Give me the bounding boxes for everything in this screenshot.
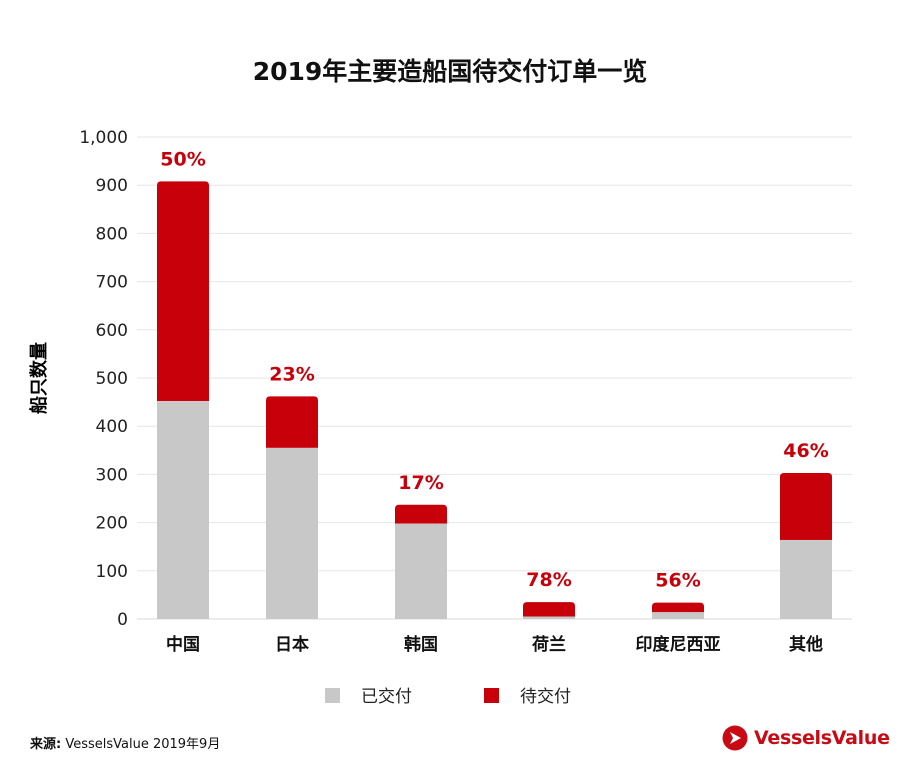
data-label-percent: 46% [783, 440, 828, 462]
chart-title: 2019年主要造船国待交付订单一览 [252, 57, 648, 86]
y-tick-label: 200 [96, 514, 128, 534]
x-tick-label: 荷兰 [532, 634, 566, 655]
x-tick-label: 韩国 [404, 634, 438, 655]
source-text: VesselsValue 2019年9月 [61, 737, 221, 752]
bar-segment-delivered [157, 401, 209, 619]
y-tick-label: 1,000 [79, 128, 128, 148]
y-axis-label: 船只数量 [28, 342, 50, 414]
x-axis-ticks: 中国 日本 韩国 荷兰 印度尼西亚 其他 [166, 634, 823, 655]
y-tick-label: 600 [96, 321, 128, 341]
legend-label: 待交付 [520, 687, 571, 707]
legend: 已交付 待交付 [325, 687, 571, 707]
bar-segment-pending [157, 181, 209, 402]
y-tick-label: 800 [96, 224, 128, 244]
bar-segment-delivered [780, 539, 832, 619]
bar-segment-delivered [523, 616, 575, 619]
legend-swatch [484, 688, 499, 703]
bar-segment-pending [652, 602, 704, 613]
y-tick-label: 100 [96, 562, 128, 582]
logo-text: VesselsValue [754, 727, 890, 749]
bar-segment-pending [780, 472, 832, 540]
data-label-percent: 17% [398, 472, 443, 494]
y-tick-label: 0 [117, 610, 128, 630]
data-label-percent: 23% [269, 363, 314, 385]
x-tick-label: 日本 [275, 634, 309, 655]
source-label: 来源: [30, 737, 62, 752]
y-tick-label: 700 [96, 273, 128, 293]
legend-label: 已交付 [361, 687, 412, 707]
vesselsvalue-logo-icon [722, 725, 748, 751]
y-tick-label: 400 [96, 417, 128, 437]
source-note: 来源: VesselsValue 2019年9月 [30, 733, 220, 752]
vesselsvalue-logo: VesselsValue [722, 724, 890, 752]
legend-swatch [325, 688, 340, 703]
y-tick-label: 500 [96, 369, 128, 389]
bar-segment-pending [395, 504, 447, 524]
y-tick-label: 900 [96, 176, 128, 196]
gridlines [137, 136, 852, 620]
data-label-percent: 78% [526, 569, 571, 591]
data-labels: 50% 23% 17% 78% 56% 46% [160, 148, 828, 591]
bars [157, 181, 832, 619]
bar-segment-pending [266, 396, 318, 448]
y-tick-label: 300 [96, 465, 128, 485]
x-tick-label: 印度尼西亚 [636, 634, 721, 655]
bar-segment-delivered [395, 523, 447, 619]
x-tick-label: 其他 [789, 634, 823, 655]
y-axis-ticks: 0 100 200 300 400 500 600 700 800 900 1,000 [79, 128, 128, 630]
data-label-percent: 56% [655, 570, 700, 592]
x-tick-label: 中国 [166, 634, 200, 655]
bar-segment-pending [523, 602, 575, 617]
data-label-percent: 50% [160, 148, 205, 170]
bar-segment-delivered [652, 612, 704, 619]
bar-segment-delivered [266, 447, 318, 619]
